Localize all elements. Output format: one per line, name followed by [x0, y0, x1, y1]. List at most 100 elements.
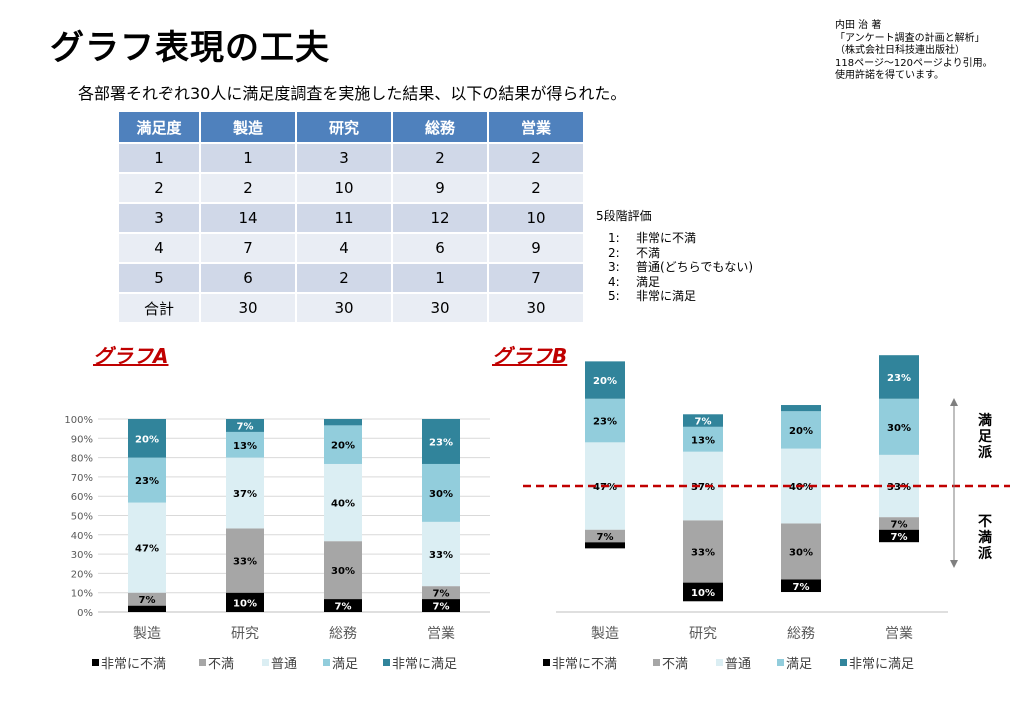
bar-segment	[683, 426, 723, 452]
table-cell: 10	[487, 202, 585, 234]
data-label: 40%	[789, 482, 813, 493]
bar-segment	[422, 586, 460, 600]
side-label-upper-char: 派	[978, 445, 993, 461]
data-label: 33%	[233, 557, 257, 568]
scale-item: 4: 満足	[608, 275, 753, 290]
bar-segment	[422, 521, 460, 587]
table-cell: 2	[487, 172, 585, 204]
legend-swatch	[199, 659, 206, 666]
scale-item: 5: 非常に満足	[608, 289, 753, 304]
y-tick-label: 60%	[71, 492, 93, 503]
table-header-row: 満足度 製造 研究 総務 営業	[117, 110, 585, 144]
data-label: 23%	[593, 417, 617, 428]
bar-segment	[128, 592, 166, 606]
bar-segment	[879, 517, 919, 530]
x-tick-label: 製造	[133, 626, 161, 642]
table-cell: 9	[487, 232, 585, 264]
table-cell: 4	[295, 232, 393, 264]
bar-segment	[781, 411, 821, 449]
bar-segment	[422, 419, 460, 464]
table-cell: 2	[199, 172, 297, 204]
page-title: グラフ表現の工夫	[50, 28, 330, 68]
bar-segment	[683, 520, 723, 583]
table-cell: 7	[487, 262, 585, 294]
graph-b-title: グラフB	[492, 344, 568, 368]
x-tick-label: 製造	[591, 626, 619, 642]
data-label: 7%	[335, 602, 352, 613]
table-cell: 9	[391, 172, 489, 204]
x-tick-label: 営業	[885, 626, 913, 642]
table-cell: 30	[295, 292, 393, 324]
table-cell: 30	[199, 292, 297, 324]
bar-segment	[683, 582, 723, 602]
scale-item-number: 5:	[608, 289, 620, 303]
legend-label: 非常に不満	[552, 657, 617, 672]
x-tick-label: 営業	[427, 626, 455, 642]
data-label: 30%	[789, 547, 813, 558]
data-label: 23%	[887, 373, 911, 384]
legend-label: 普通	[725, 657, 751, 672]
bar-segment	[128, 419, 166, 458]
bar-segment	[879, 355, 919, 399]
bar-segment	[781, 579, 821, 593]
data-label: 30%	[331, 566, 355, 577]
table-cell: 30	[487, 292, 585, 324]
legend-swatch	[840, 659, 847, 666]
scale-list: 1: 非常に不満 2: 不満 3: 普通(どちらでもない) 4: 満足 5: 非常に満足	[608, 231, 753, 304]
legend-swatch	[777, 659, 784, 666]
data-label: 20%	[331, 441, 355, 452]
data-label: 7%	[793, 582, 810, 593]
table-cell: 5	[117, 262, 201, 294]
data-label: 7%	[597, 532, 614, 543]
bar-segment	[879, 529, 919, 543]
table-cell: 3	[117, 202, 201, 234]
x-tick-label: 総務	[329, 626, 357, 642]
bar-segment	[585, 398, 625, 443]
bar-segment	[879, 398, 919, 455]
legend-swatch	[92, 659, 99, 666]
scale-item-label: 非常に不満	[636, 231, 697, 245]
data-label: 40%	[331, 499, 355, 510]
bar-segment	[226, 528, 264, 593]
table-cell: 1	[199, 142, 297, 174]
y-tick-label: 0%	[77, 608, 93, 619]
results-table: 満足度 製造 研究 総務 営業 1 1 3 2 2 2 2 10 9 2 3 1…	[117, 110, 585, 324]
data-label: 7%	[433, 602, 450, 613]
arrow-head-down	[950, 560, 958, 568]
side-label-upper-char: 足	[978, 429, 993, 445]
table-cell: 11	[295, 202, 393, 234]
bar-segment	[226, 592, 264, 612]
table-cell: 4	[117, 232, 201, 264]
table-cell: 1	[117, 142, 201, 174]
y-tick-label: 50%	[71, 512, 93, 523]
data-label: 30%	[429, 489, 453, 500]
legend-label: 非常に満足	[392, 657, 457, 672]
data-label: 7%	[433, 589, 450, 600]
bar-segment	[585, 529, 625, 543]
data-label: 10%	[233, 598, 257, 609]
scale-item-label: 非常に満足	[636, 289, 697, 303]
scale-title: 5段階評価	[596, 209, 652, 223]
side-label-lower-char: 満	[978, 529, 992, 546]
scale-item-number: 4:	[608, 274, 620, 289]
table-cell: 3	[295, 142, 393, 174]
legend-label: 非常に不満	[101, 657, 166, 672]
table-cell: 2	[487, 142, 585, 174]
data-label: 20%	[135, 434, 159, 445]
scale-item: 1: 非常に不満	[608, 231, 753, 246]
bar-segment	[128, 605, 166, 612]
table-cell: 12	[391, 202, 489, 234]
legend-label: 普通	[271, 657, 297, 672]
citation-line: 内田 治 著	[835, 20, 882, 31]
bar-segment	[128, 457, 166, 503]
legend-swatch	[323, 659, 330, 666]
side-label-lower-char: 不	[978, 514, 992, 530]
y-tick-label: 80%	[71, 454, 93, 465]
scale-item-number: 1:	[608, 231, 620, 245]
y-tick-label: 10%	[71, 589, 93, 600]
table-header: 営業	[487, 110, 585, 144]
scale-item-number: 3:	[608, 260, 620, 274]
bar-segment	[324, 599, 362, 612]
y-tick-label: 100%	[64, 415, 93, 426]
